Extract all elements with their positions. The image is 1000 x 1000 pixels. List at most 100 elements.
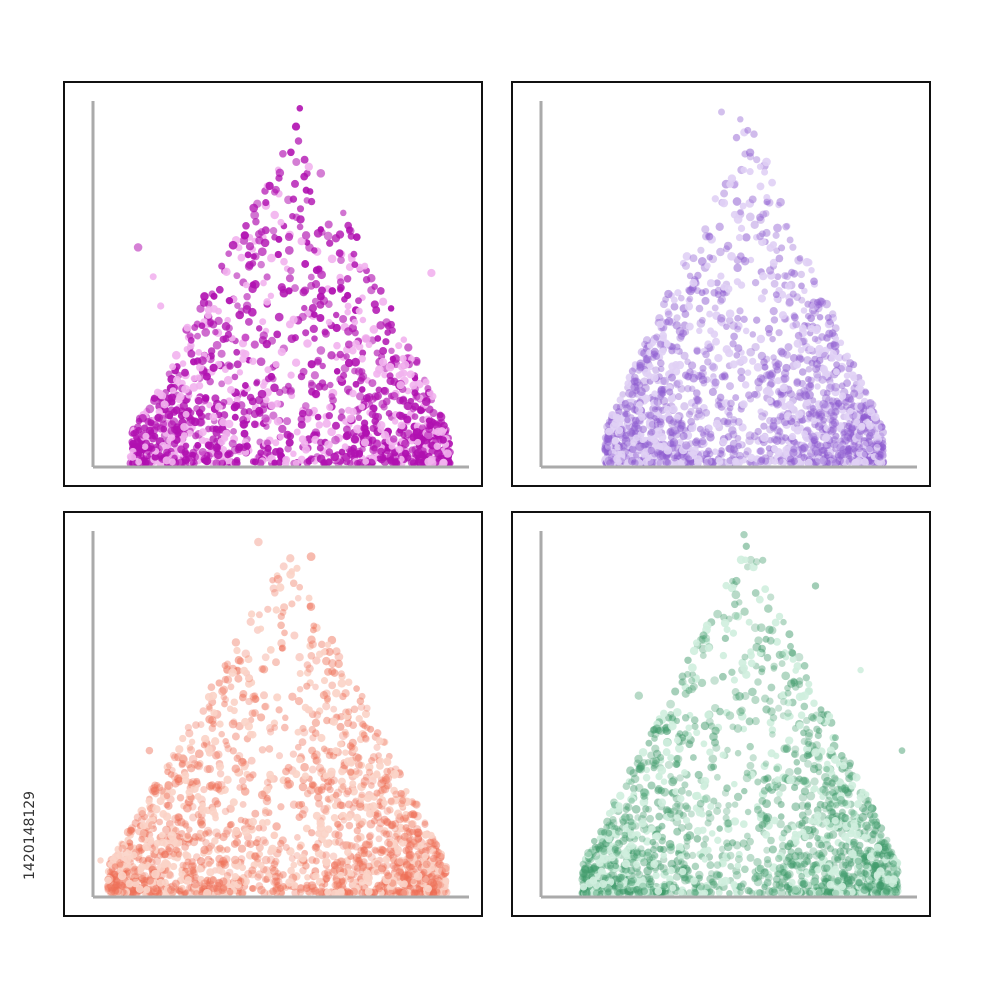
scatter-point [843, 412, 852, 422]
scatter-point [706, 254, 714, 261]
scatter-point [792, 320, 801, 329]
scatter-point [397, 868, 405, 876]
scatter-point [641, 340, 649, 348]
scatter-point [311, 311, 318, 319]
scatter-point [846, 359, 855, 368]
scatter-point [324, 641, 332, 648]
scatter-point [327, 381, 334, 389]
scatter-point [728, 426, 737, 435]
scatter-point [285, 779, 294, 789]
scatter-point [725, 309, 735, 319]
scatter-point [301, 445, 311, 454]
scatter-point [671, 454, 679, 462]
scatter-point [251, 420, 259, 429]
scatter-point [809, 405, 817, 412]
scatter-point [720, 189, 729, 198]
scatter-point [119, 862, 128, 871]
scatter-point [302, 824, 311, 833]
scatter-point [604, 437, 613, 446]
scatter-point [316, 819, 325, 828]
scatter-point [181, 368, 189, 377]
scatter-point [305, 664, 314, 673]
scatter-point [382, 817, 391, 826]
scatter-point [756, 163, 764, 170]
scatter-point [840, 457, 850, 466]
scatter-point [400, 336, 408, 343]
scatter-point [403, 429, 413, 439]
scatter-point [394, 886, 403, 895]
scatter-point [356, 860, 364, 867]
scatter-point [823, 425, 830, 432]
scatter-point [169, 751, 177, 759]
scatter-point [314, 839, 322, 848]
scatter-point [335, 249, 344, 257]
scatter-point [404, 343, 413, 352]
scatter-panel-coral [63, 511, 483, 917]
scatter-point [327, 254, 337, 264]
scatter-point [698, 375, 708, 384]
scatter-point [706, 433, 715, 442]
scatter-point [318, 228, 326, 236]
scatter-point [362, 773, 370, 781]
scatter-point [345, 800, 353, 809]
scatter-point [745, 391, 753, 400]
scatter-point [376, 321, 385, 330]
scatter-point [788, 432, 797, 441]
scatter-point [273, 877, 283, 887]
scatter-point [306, 602, 316, 612]
scatter-point [196, 830, 205, 838]
scatter-point [271, 459, 278, 467]
scatter-point [793, 339, 803, 348]
scatter-point [299, 288, 308, 297]
scatter-point [147, 810, 155, 818]
scatter-point [755, 384, 763, 392]
scatter-point [267, 401, 276, 410]
scatter-point [689, 278, 698, 287]
scatter-point [362, 394, 371, 403]
scatter-point [329, 867, 338, 877]
scatter-panel-purple [511, 81, 931, 487]
scatter-point [702, 232, 711, 241]
scatter-point [694, 459, 702, 467]
scatter-point [311, 335, 318, 342]
scatter-point [737, 252, 745, 260]
scatter-point [331, 421, 341, 430]
scatter-point [327, 351, 336, 360]
scatter-point [362, 458, 370, 465]
scatter-point [245, 773, 254, 782]
scatter-point [269, 227, 278, 235]
scatter-point [218, 380, 226, 388]
scatter-point [178, 759, 187, 768]
scatter-point [810, 444, 818, 452]
scatter-point [427, 857, 436, 866]
scatter-point [862, 389, 870, 397]
scatter-point [823, 334, 831, 342]
scatter-point [129, 889, 138, 897]
scatter-point [170, 850, 177, 858]
scatter-point [222, 875, 230, 883]
scatter-point [676, 333, 685, 342]
scatter-point [412, 392, 421, 401]
scatter-point [793, 378, 802, 387]
scatter-point [772, 291, 780, 299]
scatter-point [150, 784, 159, 793]
scatter-point [104, 876, 112, 884]
scatter-point [719, 289, 727, 297]
scatter-point [365, 762, 374, 772]
scatter-point [299, 724, 307, 733]
scatter-point [138, 863, 146, 871]
scatter-point [185, 788, 194, 797]
scatter-point [827, 381, 836, 390]
scatter-point [799, 324, 807, 333]
scatter-point [614, 444, 621, 451]
scatter-point [697, 246, 705, 254]
scatter-point [267, 728, 275, 736]
scatter-point [392, 790, 400, 799]
scatter-point [223, 375, 233, 385]
scatter-point [349, 721, 358, 730]
scatter-point [269, 887, 277, 896]
scatter-point [252, 217, 260, 226]
scatter-point [733, 352, 741, 359]
scatter-point [288, 600, 296, 608]
scatter-point [412, 865, 419, 873]
